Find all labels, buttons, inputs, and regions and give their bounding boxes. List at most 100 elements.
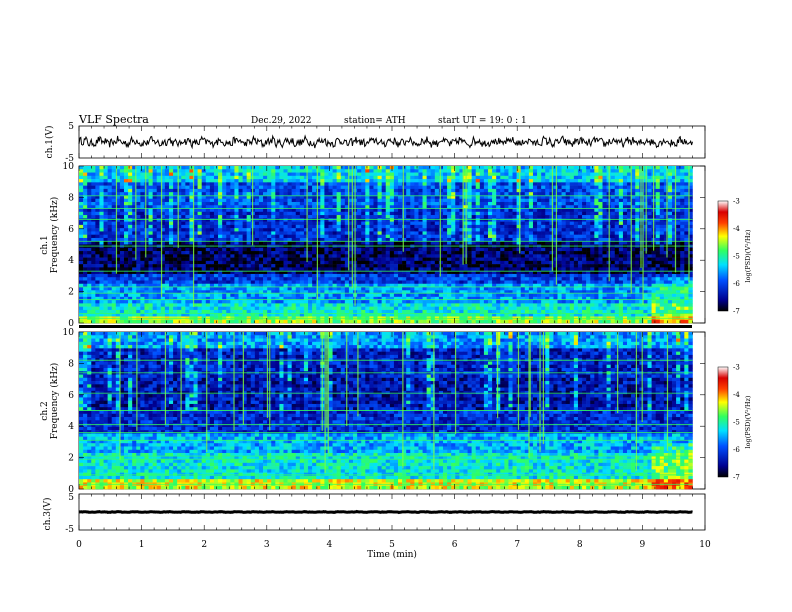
spectrogram-cell <box>398 228 403 232</box>
spectrogram-cell <box>295 185 301 190</box>
spectrogram-cell <box>565 208 571 213</box>
spectrogram-cell <box>103 188 108 193</box>
spectrogram-cell <box>258 211 264 216</box>
spectrogram-cell <box>582 185 587 190</box>
spectrogram-cell <box>357 188 362 193</box>
spectrogram-cell <box>516 234 522 239</box>
spectrogram-cell <box>492 241 497 245</box>
spectrogram-cell <box>365 205 370 209</box>
spectrogram-cell <box>398 205 403 209</box>
spectrogram-cell <box>418 205 423 209</box>
spectrogram-cell <box>549 228 554 232</box>
spectrogram-cell <box>569 182 575 186</box>
spectrogram-cell <box>557 224 562 229</box>
spectrogram-cell <box>275 208 280 213</box>
spectrogram-cell <box>87 224 92 229</box>
spectrogram-cell <box>111 228 117 232</box>
spectrogram-cell <box>328 195 333 200</box>
spectrogram-cell <box>663 198 669 203</box>
spectrogram-cell <box>295 166 301 170</box>
spectrogram-cell <box>140 241 145 245</box>
spectrogram-cell <box>663 251 669 255</box>
spectrogram-cell <box>451 228 456 232</box>
spectrogram-cell <box>79 257 84 262</box>
spectrogram-cell <box>667 198 673 203</box>
spectrogram-cell <box>573 208 579 213</box>
spectrogram-cell <box>344 182 350 186</box>
spectrogram-cell <box>91 205 96 209</box>
spectrogram-cell <box>434 267 440 271</box>
spectrogram-cell <box>487 166 493 170</box>
spectrogram-cell <box>291 224 297 229</box>
spectrogram-cell <box>246 169 252 173</box>
spectrogram-cell <box>267 247 272 252</box>
spectrogram-cell <box>79 231 84 235</box>
spectrogram-cell <box>287 198 292 203</box>
spectrogram-cell <box>299 195 305 200</box>
spectrogram-cell <box>197 247 202 252</box>
spectrogram-cell <box>622 198 628 203</box>
spectrogram-cell <box>561 205 566 209</box>
spectrogram-cell <box>455 231 460 235</box>
spectrogram-cell <box>316 254 321 258</box>
spectrogram-cell <box>83 192 88 196</box>
spectrogram-cell <box>181 179 186 183</box>
spectrogram-cell <box>99 166 104 170</box>
spectrogram-cell <box>610 267 616 271</box>
spectrogram-cell <box>631 208 636 213</box>
spectrogram-cell <box>541 185 546 190</box>
spectrogram-cell <box>622 251 628 255</box>
spectrogram-cell <box>635 188 640 193</box>
spectrogram-cell <box>663 188 669 193</box>
spectrogram-cell <box>459 179 464 183</box>
spectrogram-cell <box>434 185 440 190</box>
spectrogram-cell <box>586 179 591 183</box>
spectrogram-cell <box>201 201 207 206</box>
spectrogram-cell <box>128 267 133 271</box>
spectrogram-cell <box>340 182 346 186</box>
spectrogram-cell <box>152 251 158 255</box>
spectrogram-cell <box>402 251 407 255</box>
spectrogram-cell <box>672 185 677 190</box>
spectrogram-cell <box>672 215 677 219</box>
spectrogram-cell <box>312 254 317 258</box>
spectrogram-cell <box>500 224 505 229</box>
spectrogram-cell <box>132 195 137 200</box>
spectrogram-cell <box>185 234 190 239</box>
spectrogram-cell <box>667 185 673 190</box>
spectrogram-cell <box>254 182 260 186</box>
spectrogram-cell <box>430 188 436 193</box>
spectrogram-cell <box>590 185 595 190</box>
spectrogram-cell <box>541 182 546 186</box>
spectrogram-cell <box>680 237 685 242</box>
spectrogram-cell <box>79 215 84 219</box>
spectrogram-cell <box>348 264 354 268</box>
spectrogram-cell <box>586 172 591 177</box>
spectrogram-cell <box>586 215 591 219</box>
spectrogram-cell <box>201 241 207 245</box>
spectrogram-cell <box>123 218 129 222</box>
spectrogram-cell <box>492 247 497 252</box>
spectrogram-cell <box>569 247 575 252</box>
spectrogram-cell <box>393 234 399 239</box>
spectrogram-cell <box>373 179 378 183</box>
spectrogram-cell <box>189 175 194 180</box>
spectrogram-cell <box>287 234 292 239</box>
spectrogram-cell <box>246 221 252 226</box>
spectrogram-cell <box>602 195 607 200</box>
spectrogram-cell <box>594 208 599 213</box>
spectrogram-cell <box>659 228 665 232</box>
spectrogram-cell <box>287 241 292 245</box>
spectrogram-cell <box>659 224 665 229</box>
spectrogram-cell <box>496 166 501 170</box>
spectrogram-cell <box>152 195 158 200</box>
spectrogram-cell <box>344 251 350 255</box>
spectrogram-cell <box>152 257 158 262</box>
spectrogram-cell <box>528 182 534 186</box>
spectrogram-cell <box>667 254 673 258</box>
spectrogram-cell <box>565 221 571 226</box>
spectrogram-cell <box>254 237 260 242</box>
spectrogram-cell <box>279 221 284 226</box>
spectrogram-cell <box>173 179 178 183</box>
